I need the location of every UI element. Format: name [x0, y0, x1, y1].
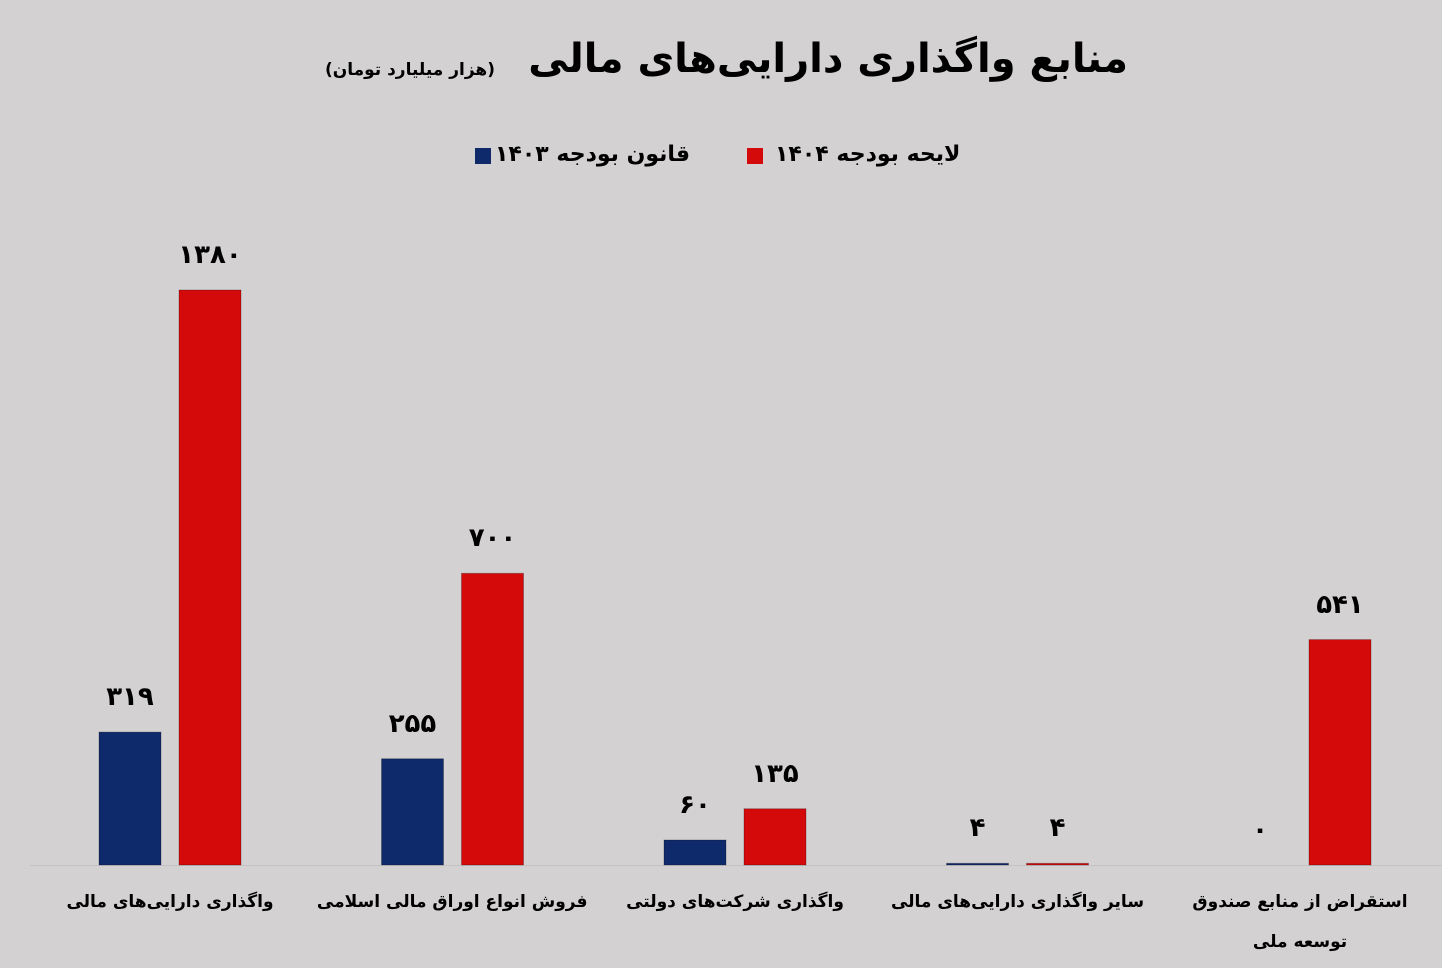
- x-tick-label: فروش انواع اوراق مالی اسلامی: [316, 892, 588, 912]
- data-label: ۶۰: [679, 790, 711, 820]
- x-tick-label: واگذاری دارایی‌های مالی: [66, 892, 274, 912]
- data-label: ۴: [1049, 813, 1066, 844]
- legend-label: قانون بودجه ۱۴۰۳: [495, 142, 691, 167]
- chart-subtitle: (هزار میلیارد تومان): [324, 60, 495, 80]
- legend-label: لایحه بودجه ۱۴۰۴: [775, 142, 961, 167]
- bar: [461, 572, 524, 866]
- data-label: ۳۱۹: [106, 682, 154, 713]
- data-label: ۱۳۸۰: [178, 240, 242, 270]
- bar: [1308, 639, 1372, 866]
- x-tick-label: استقراض از منابع صندوق توسعه ملی: [1192, 892, 1408, 952]
- x-tick-label: سایر واگذاری دارایی‌های مالی: [890, 892, 1145, 912]
- x-tick-label: واگذاری شرکت‌های دولتی: [626, 892, 844, 912]
- data-label: ۰: [1252, 815, 1268, 845]
- bar: [381, 758, 444, 866]
- data-label: ۱۳۵: [751, 758, 799, 789]
- bar: [743, 808, 807, 866]
- legend-marker: [475, 148, 491, 164]
- bar: [946, 862, 1009, 866]
- data-label: ۷۰۰: [468, 523, 517, 554]
- chart-title: منابع واگذاری دارایی‌های مالی: [528, 36, 1128, 82]
- bar: [98, 731, 162, 866]
- bar: [1026, 862, 1089, 866]
- data-label: ۴: [969, 813, 986, 844]
- data-label: ۵۴۱: [1316, 589, 1364, 620]
- legend-marker: [747, 148, 763, 164]
- bar: [663, 839, 727, 866]
- data-label: ۲۵۵: [388, 708, 437, 739]
- bar: [178, 289, 242, 866]
